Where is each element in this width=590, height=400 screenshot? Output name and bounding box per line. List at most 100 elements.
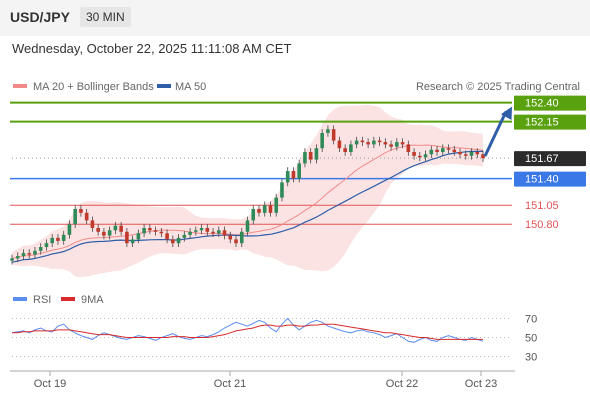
rsi-legend-swatch <box>13 297 27 301</box>
candle <box>372 140 376 145</box>
candle <box>308 152 313 160</box>
candle <box>194 230 198 232</box>
support-level-label: 150.80 <box>525 219 559 231</box>
candle <box>73 209 77 225</box>
x-tick-label: Oct 21 <box>214 378 246 390</box>
rsi-line <box>11 317 484 343</box>
candle <box>257 209 261 213</box>
candle <box>349 144 353 152</box>
timestamp: Wednesday, October 22, 2025 11:11:08 AM … <box>12 41 292 56</box>
rsi-ma9-line <box>12 323 483 340</box>
candle <box>102 231 106 236</box>
candle <box>251 209 256 221</box>
candle <box>136 233 141 240</box>
rsi-tick-label: 30 <box>525 352 537 364</box>
candle <box>366 142 370 145</box>
credit-text: Research © 2025 Trading Central <box>416 81 580 93</box>
candle <box>395 142 399 147</box>
ma50-line <box>11 150 484 263</box>
candle <box>148 228 152 231</box>
candle <box>67 224 72 235</box>
candle <box>27 253 32 255</box>
candle <box>337 140 342 149</box>
candle <box>400 142 405 145</box>
candle <box>234 239 238 244</box>
candle <box>56 237 60 241</box>
candle <box>159 231 164 234</box>
price-chart: 152.40 152.15 151.67 151.40 151.05 150.80 <box>10 95 586 278</box>
ma50-legend-swatch <box>157 84 171 88</box>
candle <box>96 228 100 232</box>
ma9-legend-label: 9MA <box>81 294 104 306</box>
candle <box>303 152 307 164</box>
candle <box>354 140 359 145</box>
candle <box>188 231 192 235</box>
candle <box>423 154 428 158</box>
candle <box>343 148 347 152</box>
candle <box>79 209 83 213</box>
candle <box>418 155 422 158</box>
candle <box>262 205 267 213</box>
forecast-arrow <box>483 110 508 157</box>
candle <box>245 220 250 232</box>
candle <box>113 225 118 231</box>
candle <box>274 197 279 213</box>
current-level-label: 151.67 <box>525 153 559 165</box>
candle <box>119 225 123 232</box>
candle <box>440 148 445 152</box>
current-level-tag <box>514 151 586 167</box>
candle <box>458 152 462 155</box>
candle <box>199 228 204 231</box>
candle <box>84 212 89 221</box>
candle <box>377 140 382 143</box>
ma20-legend-swatch <box>13 84 27 88</box>
candle <box>15 256 20 259</box>
ma50-legend-label: MA 50 <box>175 81 206 93</box>
pivot-level-label: 151.40 <box>525 174 559 186</box>
symbol-title: USD/JPY <box>10 9 70 25</box>
candle <box>211 231 215 234</box>
timeframe-button[interactable]: 30 MIN <box>80 7 131 27</box>
candle <box>33 250 37 255</box>
resistance-level-tag <box>514 114 586 130</box>
candle <box>165 233 169 240</box>
candle <box>171 239 175 244</box>
top-bar: USD/JPY 30 MIN <box>0 0 590 36</box>
candle <box>107 230 112 236</box>
candle <box>389 144 393 147</box>
x-tick-label: Oct 19 <box>34 378 66 390</box>
candle <box>331 129 336 141</box>
candle <box>383 142 388 145</box>
candle <box>412 152 416 156</box>
x-tick-label: Oct 23 <box>465 378 497 390</box>
candle <box>291 171 296 179</box>
candle <box>285 171 290 183</box>
candle <box>452 149 457 152</box>
candle <box>153 230 158 232</box>
candle <box>239 231 244 244</box>
candle <box>429 149 434 155</box>
candle <box>360 140 365 143</box>
candle <box>435 149 439 152</box>
candle <box>50 237 55 244</box>
candle <box>475 152 480 155</box>
pivot-level-tag <box>514 171 586 187</box>
candle <box>463 154 468 156</box>
rsi-chart: 70 50 30 <box>11 314 537 364</box>
rsi-tick-label: 50 <box>525 333 537 345</box>
candle <box>61 234 66 241</box>
candle <box>182 234 187 238</box>
candle <box>280 182 284 198</box>
candle <box>38 247 43 251</box>
candle <box>44 243 49 247</box>
candle <box>481 154 485 159</box>
candle <box>268 205 273 213</box>
candle <box>320 133 324 149</box>
rsi-tick-label: 70 <box>525 314 537 326</box>
candle <box>406 144 411 152</box>
resistance-level-label: 152.40 <box>525 98 559 110</box>
support-level-label: 151.05 <box>525 200 559 212</box>
candle <box>90 220 95 228</box>
candle <box>314 148 319 160</box>
